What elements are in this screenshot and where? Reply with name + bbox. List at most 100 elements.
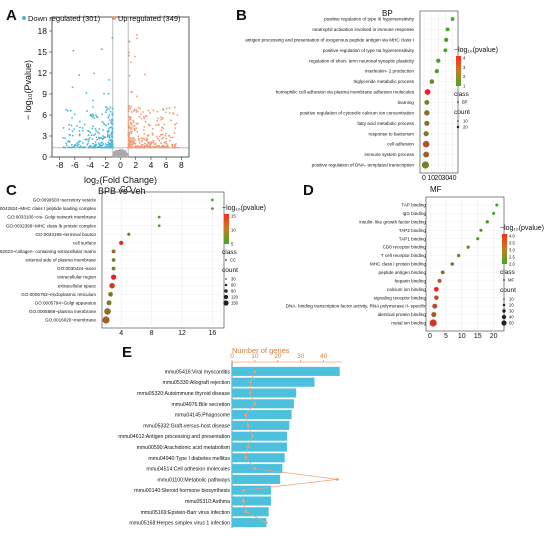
colorbar-tick: 3.0 <box>509 248 515 253</box>
point-ns <box>113 155 116 158</box>
line-point <box>246 445 250 449</box>
x-tick-label: 0 <box>422 175 426 182</box>
y-tick-label: 0 <box>42 152 47 162</box>
term-label: neutrophil activation involved in immune… <box>312 27 414 32</box>
point-down <box>78 120 81 123</box>
point-up <box>144 142 146 145</box>
point-up <box>134 129 136 132</box>
point-down <box>109 121 112 123</box>
point-up <box>137 137 140 140</box>
count-marker <box>224 283 228 287</box>
term-label: cell surface <box>73 240 97 245</box>
bubble <box>111 249 116 254</box>
point-up <box>127 144 130 147</box>
x-tick-label: 4 <box>119 330 123 337</box>
x-tick-label: 20 <box>490 333 498 340</box>
point-down <box>107 133 109 136</box>
point-up <box>154 143 157 145</box>
point-up <box>159 116 162 118</box>
point-down <box>103 92 105 95</box>
point-up <box>146 134 149 137</box>
point-up <box>146 146 149 149</box>
point-down <box>106 107 109 110</box>
point-up <box>147 142 150 145</box>
point-down <box>110 146 113 149</box>
line-point <box>251 434 255 438</box>
point-down <box>91 142 94 145</box>
point-up <box>160 129 163 132</box>
category-label: mmu00590:Arachidonic acid metabolism <box>137 445 230 451</box>
bar <box>232 485 271 495</box>
point-down <box>62 136 64 139</box>
panel-d-title: MF <box>430 185 442 194</box>
point-down <box>96 138 99 141</box>
class-label: MF <box>508 278 514 283</box>
category-label: mmu04940:Type I diabetes mellitus <box>148 456 230 462</box>
point-up <box>163 123 166 126</box>
point-down <box>98 128 101 130</box>
bubble <box>476 237 480 241</box>
line-point <box>242 488 245 492</box>
term-label: signaling receptor binding <box>374 295 427 300</box>
bubble <box>111 258 116 262</box>
point-up <box>157 117 160 120</box>
point-up <box>129 118 132 121</box>
point-down <box>109 126 112 129</box>
point-down <box>111 107 114 110</box>
point-ns <box>124 151 126 153</box>
point-down <box>71 146 74 149</box>
term-label: peptide antigen binding <box>378 270 426 275</box>
point-down <box>92 99 95 102</box>
panel-e-top-label: Number of genes <box>232 346 290 355</box>
point-down <box>102 122 105 125</box>
point-down <box>108 78 110 81</box>
point-up <box>169 136 172 139</box>
point-up <box>173 132 176 135</box>
point-up <box>131 91 134 94</box>
term-label: T cell receptor binding <box>381 253 427 258</box>
point-up <box>135 122 138 125</box>
bar <box>232 366 340 376</box>
point-down <box>68 146 71 149</box>
point-up <box>133 127 136 130</box>
panel-a: Down regulated (301) Up regulated (349) … <box>22 14 190 196</box>
count-marker <box>501 314 507 320</box>
point-down <box>111 113 114 116</box>
point-down <box>90 146 93 149</box>
class-label: BP <box>462 100 468 105</box>
point-up <box>148 124 151 127</box>
point-down <box>111 142 114 144</box>
point-down <box>111 130 114 133</box>
point-down <box>103 146 106 149</box>
point-down <box>92 114 95 117</box>
point-up <box>152 141 155 144</box>
point-down <box>95 136 98 139</box>
bubble <box>104 308 111 315</box>
point-up <box>128 74 131 77</box>
bar <box>232 431 287 441</box>
point-up <box>138 139 141 142</box>
bubble <box>434 69 439 74</box>
x-tick-label: 40 <box>320 353 328 360</box>
point-down <box>110 133 113 136</box>
bubble <box>127 232 131 236</box>
x-tick-label: -4 <box>86 160 94 170</box>
point-down <box>102 143 105 145</box>
term-label: learning <box>398 100 415 105</box>
y-tick-label: 9 <box>42 89 47 99</box>
point-down <box>107 143 110 146</box>
point-up <box>136 37 138 40</box>
point-up <box>165 142 168 145</box>
point-up <box>130 61 132 64</box>
bubble <box>211 207 214 210</box>
point-up <box>143 117 146 120</box>
point-down <box>98 132 101 135</box>
term-label: fatty acid metabolic process <box>357 121 414 126</box>
panel-label-a: A <box>6 7 17 24</box>
bubble <box>421 161 430 169</box>
y-tick-label: 18 <box>38 26 48 36</box>
count-title: count <box>222 267 238 274</box>
point-up <box>137 146 140 149</box>
point-down <box>104 111 107 114</box>
bubble <box>157 224 161 228</box>
